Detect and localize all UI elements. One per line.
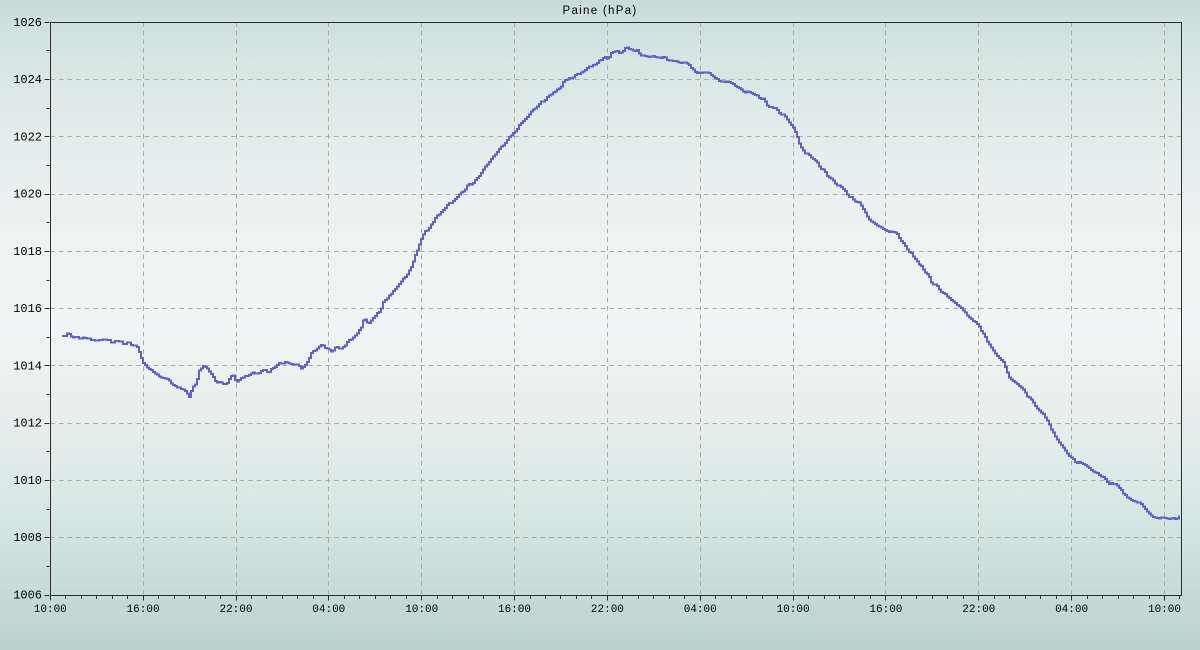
svg-text:16:00: 16:00	[869, 604, 902, 616]
svg-text:22:00: 22:00	[962, 604, 995, 616]
svg-text:1024: 1024	[13, 73, 42, 87]
svg-text:Paine (hPa): Paine (hPa)	[562, 5, 637, 17]
svg-text:04:00: 04:00	[312, 604, 345, 616]
svg-text:16:00: 16:00	[127, 604, 160, 616]
svg-text:10:00: 10:00	[777, 604, 810, 616]
svg-text:1026: 1026	[13, 16, 42, 30]
svg-text:1022: 1022	[13, 130, 42, 144]
svg-text:1010: 1010	[13, 474, 42, 488]
svg-text:1018: 1018	[13, 245, 42, 259]
svg-text:10:00: 10:00	[34, 604, 67, 616]
svg-text:16:00: 16:00	[498, 604, 531, 616]
svg-text:04:00: 04:00	[1055, 604, 1088, 616]
svg-text:1016: 1016	[13, 302, 42, 316]
svg-text:10:00: 10:00	[1148, 604, 1181, 616]
svg-text:1012: 1012	[13, 417, 42, 431]
svg-text:04:00: 04:00	[684, 604, 717, 616]
svg-text:1014: 1014	[13, 359, 42, 373]
svg-text:22:00: 22:00	[591, 604, 624, 616]
svg-text:22:00: 22:00	[219, 604, 252, 616]
svg-text:1006: 1006	[13, 589, 42, 603]
svg-text:10:00: 10:00	[405, 604, 438, 616]
svg-text:1020: 1020	[13, 188, 42, 202]
svg-text:1008: 1008	[13, 531, 42, 545]
